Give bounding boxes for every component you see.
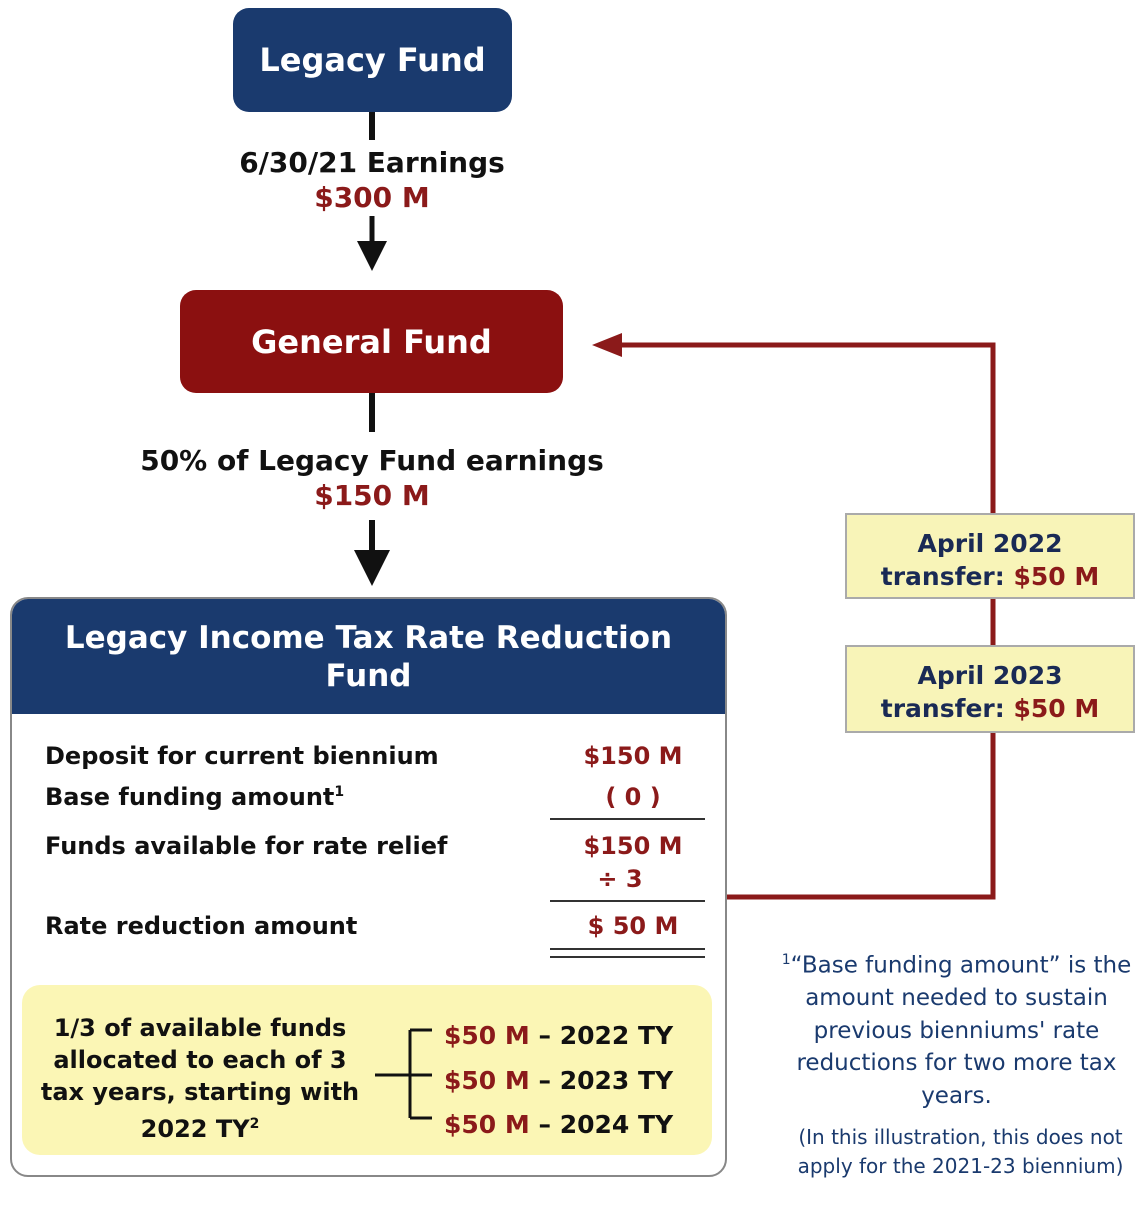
row-label: Rate reduction amount [45,912,358,940]
allocation-items: $50 M – 2022 TY $50 M – 2023 TY $50 M – … [444,1014,673,1148]
amount: $50 M [444,1021,530,1050]
date: April 2023 [917,661,1063,690]
row-value: $150 M [583,742,683,770]
amount: $50 M [1013,694,1100,723]
label: – 2023 TY [538,1065,674,1095]
legacy-fund-box: Legacy Fund [233,8,512,112]
label: – 2024 TY [538,1110,674,1139]
amount: $50 M [1013,562,1100,591]
amount: $50 M [444,1110,530,1139]
general-fund-box: General Fund [180,290,563,393]
row-value: ÷ 3 [597,865,643,893]
transfer-line: transfer: $50 M [847,692,1133,725]
item: $50 M – 2022 TY [444,1014,673,1059]
label: transfer: [880,562,1005,591]
superscript: 2 [249,1116,260,1132]
row-value: $150 M [583,832,683,860]
arrow-head [592,333,622,357]
row-value: ( 0 ) [605,783,661,811]
rule [550,818,705,820]
item: $50 M – 2024 TY [444,1103,673,1148]
double-rule [550,948,705,958]
marker: 1 [781,952,791,968]
text: 1/3 of available funds allocated to each… [40,1014,360,1143]
superscript: 1 [334,784,345,800]
note: (In this illustration, this does not app… [797,1125,1124,1178]
label: – 2022 TY [538,1021,674,1050]
item: $50 M – 2023 TY [444,1059,673,1104]
bracket [375,1028,432,1120]
allocation-text: 1/3 of available funds allocated to each… [30,1012,370,1145]
rule [550,900,705,902]
date: April 2022 [917,529,1063,558]
footnote: 1“Base funding amount” is the amount nee… [770,944,1143,1112]
earnings: 6/30/21 Earnings $300 M [120,145,624,215]
text: Base funding amount [45,783,335,811]
transfer-box: April 2022 transfer: $50 M [845,513,1135,599]
bracket-lines [375,1028,432,1120]
return-line [620,342,996,900]
transfer-box: April 2023 transfer: $50 M [845,645,1135,733]
label: Legacy Fund [259,41,486,79]
allocation [22,985,712,1155]
amount: $300 M [314,181,430,214]
label: 6/30/21 Earnings [239,146,505,179]
title: Legacy Income Tax Rate Reduction Fund [64,619,673,694]
row-label: Base funding amount1 [45,783,344,811]
label: 50% of Legacy Fund earnings [140,444,604,477]
amount: $150 M [314,479,430,512]
row-label: Deposit for current biennium [45,742,439,770]
transfer-line: transfer: $50 M [847,560,1133,593]
label: General Fund [251,322,492,361]
header: Legacy Income Tax Rate Reduction Fund [12,599,725,714]
row-value: $ 50 M [587,912,679,940]
row-label: Funds available for rate relief [45,832,448,860]
text: “Base funding amount” is the amount need… [790,952,1132,1109]
amount: $50 M [444,1065,530,1095]
label: transfer: [880,694,1005,723]
share: 50% of Legacy Fund earnings $150 M [60,443,684,513]
